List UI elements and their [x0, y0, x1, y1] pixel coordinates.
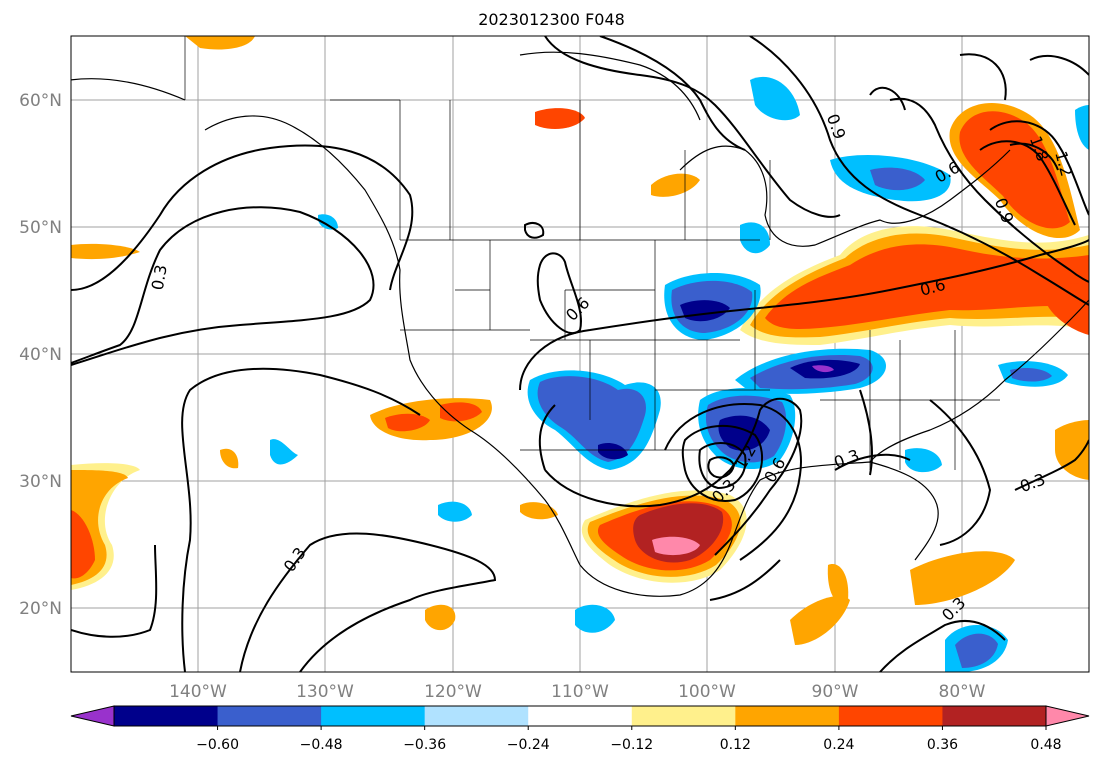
lon-label: 140°W — [169, 682, 227, 702]
colorbar-tick-label: −0.36 — [403, 737, 446, 753]
lon-label: 80°W — [939, 682, 986, 702]
colorbar-extend-high — [1045, 705, 1090, 727]
colorbar-segment — [838, 706, 943, 726]
lon-label: 100°W — [678, 682, 736, 702]
positive-anomaly-fill — [71, 36, 1089, 645]
state-borders — [184, 36, 1000, 470]
lat-label: 30°N — [19, 472, 62, 492]
lon-label: 130°W — [296, 682, 354, 702]
colorbar-tick-label: 0.36 — [927, 737, 958, 753]
colorbar-outline — [113, 705, 1047, 727]
contour-lines — [71, 36, 1089, 672]
lat-label: 40°N — [19, 345, 62, 365]
lon-label: 120°W — [424, 682, 482, 702]
negative-anomaly-fill — [270, 76, 1089, 672]
colorbar-segment — [217, 706, 322, 726]
lat-labels: 60°N 50°N 40°N 30°N 20°N — [19, 91, 62, 619]
colorbar-segment — [321, 706, 426, 726]
colorbar-tick-label: −0.12 — [610, 737, 653, 753]
colorbar-tick-label: 0.12 — [720, 737, 751, 753]
colorbar-tick-label: −0.24 — [507, 737, 550, 753]
colorbar-tick-label: 0.24 — [823, 737, 854, 753]
colorbar: −0.60 −0.48 −0.36 −0.24 −0.12 0.12 0.24 0.36 0.4… — [70, 705, 1090, 753]
coastlines — [71, 51, 1089, 597]
colorbar-tick-label: −0.60 — [196, 737, 239, 753]
colorbar-segment — [528, 706, 633, 726]
colorbar-extend-low — [70, 705, 115, 727]
map-border — [70, 35, 1090, 673]
colorbar-segment — [631, 706, 736, 726]
plot-title: 2023012300 F048 — [478, 10, 625, 29]
lat-label: 20°N — [19, 599, 62, 619]
colorbar-segment — [114, 706, 219, 726]
lon-label: 90°W — [812, 682, 859, 702]
lat-label: 60°N — [19, 91, 62, 111]
colorbar-segment — [942, 706, 1047, 726]
lon-labels: 140°W 130°W 120°W 110°W 100°W 90°W 80°W — [169, 682, 986, 702]
colorbar-segment — [735, 706, 840, 726]
lon-label: 110°W — [551, 682, 609, 702]
lat-label: 50°N — [19, 218, 62, 238]
colorbar-tick-label: 0.48 — [1030, 737, 1061, 753]
contour-label: 0.3 — [148, 263, 171, 291]
colorbar-segment — [424, 706, 529, 726]
colorbar-tick-label: −0.48 — [300, 737, 343, 753]
